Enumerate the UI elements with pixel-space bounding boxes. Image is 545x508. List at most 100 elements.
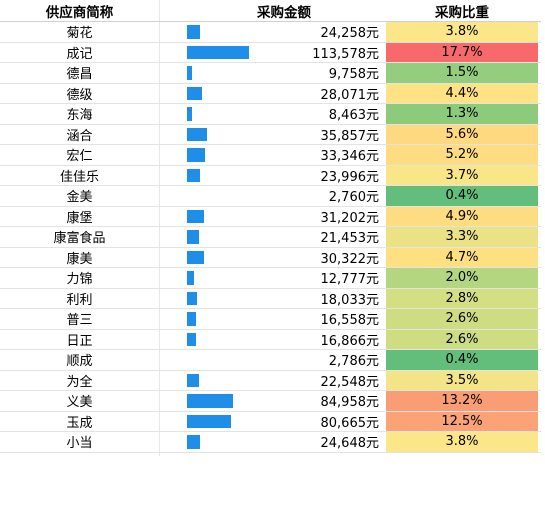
purchase-ratio-cell[interactable]: 3.7% — [385, 165, 539, 185]
purchase-ratio-cell[interactable]: 3.8% — [385, 22, 539, 42]
amount-data-bar — [187, 25, 201, 39]
table-row: 德昌 9,758元 1.5% — [0, 63, 541, 84]
purchase-ratio-cell[interactable]: 0.4% — [385, 350, 539, 370]
table-row: 小当 24,648元 3.8% — [0, 432, 541, 453]
supplier-name-cell[interactable]: 顺成 — [66, 354, 93, 370]
supplier-name-cell[interactable]: 德级 — [66, 87, 93, 103]
amount-data-bar — [187, 271, 194, 285]
header-supplier-name[interactable]: 供应商简称 — [45, 4, 114, 21]
purchase-amount-cell[interactable]: 2,786元 — [328, 354, 379, 370]
amount-data-bar — [187, 332, 197, 346]
data-bar-cell — [183, 248, 385, 268]
purchase-amount-cell[interactable]: 33,346元 — [320, 149, 380, 165]
data-bar-cell — [183, 371, 385, 391]
purchase-ratio-cell[interactable]: 3.3% — [385, 227, 539, 247]
header-row: 供应商简称 采购金额 采购比重 — [0, 0, 541, 22]
header-purchase-amount[interactable]: 采购金额 — [257, 4, 311, 21]
amount-data-bar — [187, 86, 203, 100]
purchase-ratio-cell[interactable]: 13.2% — [385, 391, 539, 411]
purchase-ratio-cell[interactable]: 4.7% — [385, 247, 539, 267]
purchase-amount-cell[interactable]: 8,463元 — [328, 108, 379, 124]
purchase-ratio-cell[interactable]: 3.8% — [385, 432, 539, 452]
purchase-ratio-cell[interactable]: 17.7% — [385, 42, 539, 62]
supplier-name-cell[interactable]: 义美 — [66, 395, 93, 411]
purchase-ratio-cell[interactable]: 1.3% — [385, 104, 539, 124]
supplier-name-cell[interactable]: 小当 — [66, 436, 93, 452]
supplier-name-cell[interactable]: 菊花 — [66, 26, 93, 42]
purchase-amount-cell[interactable]: 24,258元 — [320, 26, 380, 42]
amount-data-bar — [187, 209, 205, 223]
supplier-name-cell[interactable]: 康富食品 — [53, 231, 106, 247]
purchase-amount-cell[interactable]: 35,857元 — [320, 128, 380, 144]
purchase-ratio-cell[interactable]: 5.6% — [385, 124, 539, 144]
supplier-name-cell[interactable]: 宏仁 — [66, 149, 93, 165]
table-row: 日正 16,866元 2.6% — [0, 329, 541, 350]
header-purchase-ratio[interactable]: 采购比重 — [385, 0, 539, 21]
data-bar-cell — [183, 43, 385, 63]
amount-data-bar — [187, 373, 200, 387]
table-row: 顺成 2,786元 0.4% — [0, 350, 541, 371]
amount-data-bar — [187, 435, 201, 449]
supplier-name-cell[interactable]: 普三 — [66, 313, 93, 329]
purchase-ratio-cell[interactable]: 3.5% — [385, 370, 539, 390]
supplier-name-cell[interactable]: 康堡 — [66, 210, 93, 226]
table-row: 东海 8,463元 1.3% — [0, 104, 541, 125]
purchase-ratio-cell[interactable]: 2.6% — [385, 309, 539, 329]
supplier-name-cell[interactable]: 东海 — [66, 108, 93, 124]
purchase-amount-cell[interactable]: 16,866元 — [320, 333, 380, 349]
supplier-name-cell[interactable]: 德昌 — [66, 67, 93, 83]
purchase-amount-cell[interactable]: 2,760元 — [328, 190, 379, 206]
table-row: 康堡 31,202元 4.9% — [0, 206, 541, 227]
purchase-amount-cell[interactable]: 12,777元 — [320, 272, 380, 288]
data-bar-cell — [183, 412, 385, 432]
purchase-ratio-cell[interactable]: 5.2% — [385, 145, 539, 165]
purchase-amount-cell[interactable]: 9,758元 — [328, 67, 379, 83]
purchase-amount-cell[interactable]: 22,548元 — [320, 374, 380, 390]
purchase-amount-cell[interactable]: 18,033元 — [320, 292, 380, 308]
amount-data-bar — [187, 394, 234, 408]
supplier-name-cell[interactable]: 金美 — [66, 190, 93, 206]
data-bar-cell — [183, 125, 385, 145]
purchase-amount-cell[interactable]: 31,202元 — [320, 210, 380, 226]
data-bar-cell — [183, 145, 385, 165]
supplier-name-cell[interactable]: 涵合 — [66, 128, 93, 144]
table-row: 菊花 24,258元 3.8% — [0, 22, 541, 43]
data-bar-cell — [183, 330, 385, 350]
supplier-name-cell[interactable]: 日正 — [66, 333, 93, 349]
supplier-name-cell[interactable]: 成记 — [66, 46, 93, 62]
purchase-amount-cell[interactable]: 24,648元 — [320, 436, 380, 452]
purchase-ratio-cell[interactable]: 1.5% — [385, 63, 539, 83]
purchase-ratio-cell[interactable]: 4.9% — [385, 206, 539, 226]
purchase-amount-cell[interactable]: 28,071元 — [320, 87, 380, 103]
supplier-name-cell[interactable]: 力锦 — [66, 272, 93, 288]
purchase-amount-cell[interactable]: 113,578元 — [312, 46, 379, 62]
purchase-amount-cell[interactable]: 30,322元 — [320, 251, 380, 267]
purchase-ratio-cell[interactable]: 4.4% — [385, 83, 539, 103]
purchase-ratio-cell[interactable]: 2.6% — [385, 329, 539, 349]
supplier-name-cell[interactable]: 佳佳乐 — [59, 169, 99, 185]
supplier-name-cell[interactable]: 利利 — [66, 292, 93, 308]
purchase-ratio-cell[interactable]: 12.5% — [385, 411, 539, 431]
table-row: 普三 16,558元 2.6% — [0, 309, 541, 330]
data-bar-cell — [183, 432, 385, 452]
data-bar-cell — [183, 268, 385, 288]
spreadsheet-table: 供应商简称 采购金额 采购比重 菊花 24,258元 3.8% 成记 113,578元 1… — [0, 0, 541, 456]
data-bar-cell — [183, 104, 385, 124]
purchase-amount-cell[interactable]: 21,453元 — [320, 231, 380, 247]
supplier-name-cell[interactable]: 为全 — [66, 374, 93, 390]
table-row: 玉成 80,665元 12.5% — [0, 411, 541, 432]
supplier-name-cell[interactable]: 康美 — [66, 251, 93, 267]
purchase-amount-cell[interactable]: 16,558元 — [320, 313, 380, 329]
amount-data-bar — [187, 414, 232, 428]
purchase-amount-cell[interactable]: 23,996元 — [320, 169, 380, 185]
purchase-amount-cell[interactable]: 80,665元 — [320, 415, 380, 431]
data-bar-cell — [183, 289, 385, 309]
supplier-name-cell[interactable]: 玉成 — [66, 415, 93, 431]
amount-data-bar — [187, 291, 197, 305]
table-row: 宏仁 33,346元 5.2% — [0, 145, 541, 166]
purchase-ratio-cell[interactable]: 0.4% — [385, 186, 539, 206]
purchase-ratio-cell[interactable]: 2.8% — [385, 288, 539, 308]
table-row: 为全 22,548元 3.5% — [0, 370, 541, 391]
purchase-ratio-cell[interactable]: 2.0% — [385, 268, 539, 288]
purchase-amount-cell[interactable]: 84,958元 — [320, 395, 380, 411]
